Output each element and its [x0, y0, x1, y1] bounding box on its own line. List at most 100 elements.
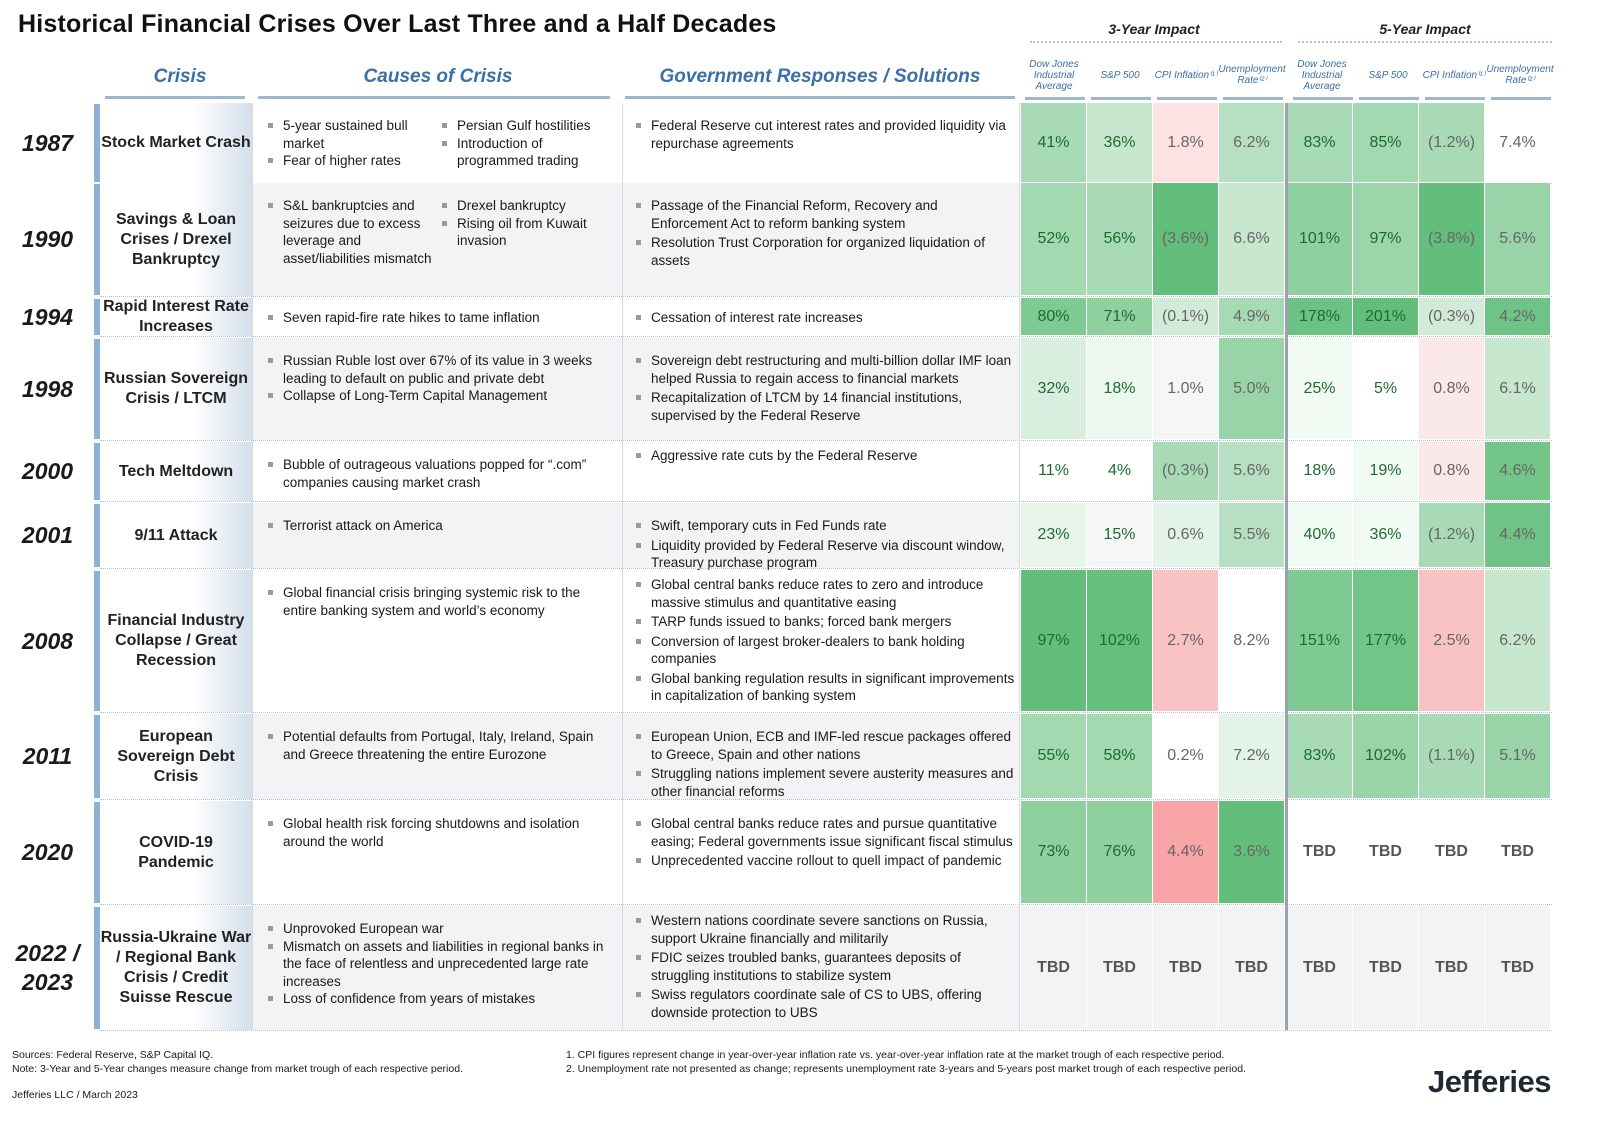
responses-list: Swift, temporary cuts in Fed Funds rate L…	[631, 517, 1015, 574]
bullet-item: Bubble of outrageous valuations popped f…	[263, 456, 613, 491]
impact-value: 0.8%	[1419, 442, 1484, 500]
bullet-item: Collapse of Long-Term Capital Management	[263, 387, 613, 405]
impact-value: 1.0%	[1153, 338, 1218, 439]
impact-value: 0.8%	[1419, 338, 1484, 439]
impact-value: 101%	[1287, 183, 1352, 295]
impact-value: TBD	[1287, 906, 1352, 1029]
responses-col-rule	[625, 96, 1015, 99]
footer-sources: Sources: Federal Reserve, S&P Capital IQ…	[12, 1049, 214, 1061]
impact-value: (0.3%)	[1419, 298, 1484, 335]
year-label: 1994	[21, 303, 74, 330]
impact-value: 73%	[1021, 801, 1086, 903]
bullet-list: Russian Ruble lost over 67% of its value…	[263, 352, 613, 405]
footer-left: Sources: Federal Reserve, S&P Capital IQ…	[12, 1048, 572, 1076]
bullet-item: Sovereign debt restructuring and multi-b…	[631, 352, 1015, 387]
bullet-list: Global central banks reduce rates to zer…	[631, 576, 1015, 705]
bullet-list: Sovereign debt restructuring and multi-b…	[631, 352, 1015, 424]
row-separator	[100, 568, 1552, 569]
causes-left: 5-year sustained bull market Fear of high…	[263, 117, 435, 170]
row-separator	[100, 336, 1552, 337]
responses-list: Western nations coordinate severe sancti…	[631, 912, 1015, 1023]
impact-value: 6.2%	[1485, 570, 1550, 711]
causes-right: Drexel bankruptcy Rising oil from Kuwait …	[437, 197, 615, 250]
impact-value: 23%	[1021, 503, 1086, 567]
impact-value: (3.6%)	[1153, 183, 1218, 295]
subheader-rule-dow5	[1293, 97, 1353, 100]
bullet-item: Western nations coordinate severe sancti…	[631, 912, 1015, 947]
row-accent-bar	[94, 104, 100, 182]
bullet-item: Conversion of largest broker-dealers to …	[631, 633, 1015, 668]
responses-col-header: Government Responses / Solutions	[659, 66, 981, 87]
row-separator	[100, 440, 1552, 441]
impact-value: 6.1%	[1485, 338, 1550, 439]
bullet-list: Western nations coordinate severe sancti…	[631, 912, 1015, 1021]
subheader-rule-sp5	[1359, 97, 1419, 100]
impact-value: 0.6%	[1153, 503, 1218, 567]
impact-value: 6.2%	[1219, 103, 1284, 182]
row-separator	[100, 799, 1552, 800]
bullet-item: Fear of higher rates	[263, 152, 435, 170]
impact-value: 4.2%	[1485, 298, 1550, 335]
impact-value: 85%	[1353, 103, 1418, 182]
causes-list: Global health risk forcing shutdowns and…	[263, 815, 613, 850]
impact-value: 97%	[1021, 570, 1086, 711]
subheader-rule-un5	[1491, 97, 1551, 100]
bullet-item: Global health risk forcing shutdowns and…	[263, 815, 613, 850]
bullet-item: Unprecedented vaccine rollout to quell i…	[631, 852, 1015, 870]
causes-col-header: Causes of Crisis	[363, 66, 513, 87]
bullet-item: Passage of the Financial Reform, Recover…	[631, 197, 1015, 232]
impact-value: 5.1%	[1485, 714, 1550, 798]
impact-value: 41%	[1021, 103, 1086, 182]
impact-value: 83%	[1287, 714, 1352, 798]
impact-value: 102%	[1353, 714, 1418, 798]
impact-value: 55%	[1021, 714, 1086, 798]
footer-right: 1. CPI figures represent change in year-…	[566, 1048, 1386, 1076]
bullet-item: Federal Reserve cut interest rates and p…	[631, 117, 1015, 152]
impact-value: TBD	[1419, 801, 1484, 903]
year-label: 2000	[21, 458, 74, 484]
causes-list: Terrorist attack on America	[263, 517, 613, 535]
causes-left: S&L bankruptcies and seizures due to exc…	[263, 197, 435, 267]
group-5yr-header: 5-Year Impact	[1379, 21, 1471, 37]
row-accent-bar	[94, 443, 100, 500]
unemp-5yr-header: Unemployment Rate⁽²⁾	[1486, 64, 1554, 86]
cpi-5yr-header: CPI Inflation⁽¹⁾	[1422, 69, 1486, 81]
bullet-list: 5-year sustained bull market Fear of high…	[263, 117, 435, 170]
bullet-list: Potential defaults from Portugal, Italy,…	[263, 728, 613, 763]
impact-value: (3.8%)	[1419, 183, 1484, 295]
row-separator	[100, 1030, 1552, 1031]
cpi-3yr-header: CPI Inflation⁽¹⁾	[1154, 69, 1218, 81]
row-accent-bar	[94, 339, 100, 439]
impact-value: 5.6%	[1485, 183, 1550, 295]
impact-value: 4%	[1087, 442, 1152, 500]
bullet-item: Struggling nations implement severe aust…	[631, 765, 1015, 800]
row-accent-bar	[94, 715, 100, 798]
bullet-list: Cessation of interest rate increases	[631, 309, 1015, 327]
subheader-rule-cpi5	[1425, 97, 1485, 100]
responses-list: Sovereign debt restructuring and multi-b…	[631, 352, 1015, 426]
row-separator	[100, 296, 1552, 297]
column-divider	[1019, 103, 1020, 1030]
crisis-name: European Sovereign Debt Crisis	[100, 714, 252, 799]
impact-value: 4.4%	[1153, 801, 1218, 903]
impact-value: 36%	[1353, 503, 1418, 567]
bullet-list: Terrorist attack on America	[263, 517, 613, 535]
bullet-list: S&L bankruptcies and seizures due to exc…	[263, 197, 435, 267]
bullet-item: Recapitalization of LTCM by 14 financial…	[631, 389, 1015, 424]
bullet-item: TARP funds issued to banks; forced bank …	[631, 613, 1015, 631]
impact-value: 80%	[1021, 298, 1086, 335]
impact-value: 151%	[1287, 570, 1352, 711]
bullet-item: Drexel bankruptcy	[437, 197, 615, 215]
impact-value: (1.2%)	[1419, 103, 1484, 182]
row-accent-bar	[94, 802, 100, 903]
responses-list: Cessation of interest rate increases	[631, 309, 1015, 329]
causes-list: Potential defaults from Portugal, Italy,…	[263, 728, 613, 763]
footnote-2: 2. Unemployment rate not presented as ch…	[566, 1063, 1246, 1075]
impact-value: 19%	[1353, 442, 1418, 500]
causes-list: Seven rapid-fire rate hikes to tame infl…	[263, 309, 613, 327]
responses-list: Federal Reserve cut interest rates and p…	[631, 117, 1015, 154]
bullet-item: Global financial crisis bringing systemi…	[263, 584, 613, 619]
group-3yr-header: 3-Year Impact	[1108, 21, 1200, 37]
subheader-rule-dow3	[1025, 97, 1085, 100]
bullet-list: Passage of the Financial Reform, Recover…	[631, 197, 1015, 269]
